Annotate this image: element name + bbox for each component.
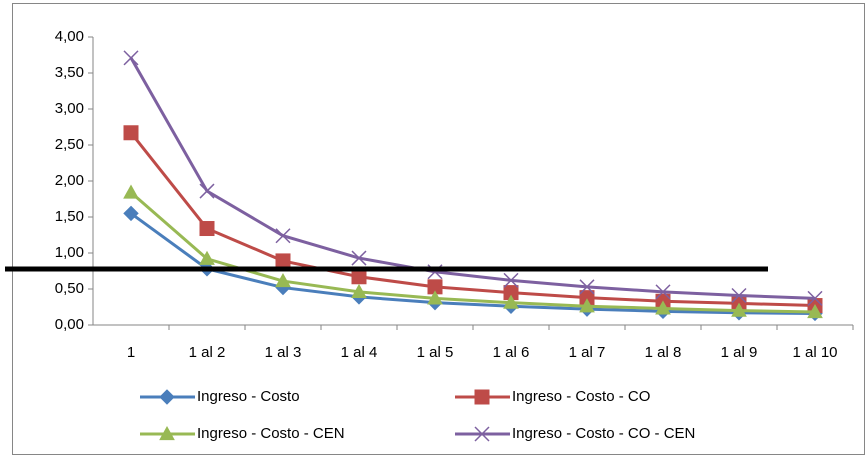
- chart-frame: [12, 3, 865, 455]
- marker: [474, 389, 490, 405]
- series-line: [130, 212, 816, 315]
- series-line: [129, 131, 816, 308]
- marker: [579, 279, 595, 295]
- x-tick-label: 1 al 6: [493, 344, 530, 361]
- marker: [123, 205, 139, 222]
- y-tick-label: 1,00: [55, 244, 84, 261]
- marker: [199, 250, 215, 265]
- x-tick-label: 1 al 3: [265, 344, 302, 361]
- marker: [123, 125, 139, 141]
- y-tick-label: 0,50: [55, 280, 84, 297]
- y-tick-label: 0,00: [55, 316, 84, 333]
- y-tick-label: 3,00: [55, 100, 84, 117]
- x-tick-label: 1 al 7: [569, 344, 606, 361]
- marker: [655, 284, 671, 300]
- marker: [123, 50, 139, 66]
- marker: [199, 183, 215, 199]
- marker: [275, 228, 291, 244]
- x-tick-label: 1 al 10: [792, 344, 837, 361]
- legend: Ingreso - Costo Ingreso - Costo - CO Ingre…: [140, 388, 695, 442]
- marker: [503, 294, 519, 309]
- marker: [655, 300, 671, 315]
- legend-label: Ingreso - Costo - CO - CEN: [512, 425, 695, 442]
- plot-area: 0,00 0,50 1,00 1,50 2,00 2,50 3,00 3,50 4,00 1 1 a…: [55, 28, 854, 361]
- legend-label: Ingreso - Costo: [197, 388, 300, 405]
- marker: [351, 283, 367, 298]
- marker: [275, 273, 291, 288]
- y-tick-label: 2,00: [55, 172, 84, 189]
- marker: [159, 425, 175, 441]
- marker: [807, 290, 823, 306]
- x-tick-label: 1 al 4: [341, 344, 378, 361]
- x-tick-label: 1 al 2: [189, 344, 226, 361]
- x-tick-label: 1: [127, 344, 135, 361]
- marker: [579, 298, 595, 313]
- series-line: [129, 57, 816, 300]
- marker: [474, 426, 490, 442]
- marker: [503, 272, 519, 288]
- marker: [351, 269, 367, 285]
- marker: [731, 302, 747, 317]
- marker: [275, 253, 291, 269]
- marker: [807, 304, 823, 319]
- marker: [123, 184, 139, 199]
- marker: [427, 290, 443, 305]
- legend-label: Ingreso - Costo - CEN: [197, 425, 345, 442]
- y-tick-label: 2,50: [55, 136, 84, 153]
- y-tick-label: 3,50: [55, 64, 84, 81]
- x-tick-label: 1 al 9: [721, 344, 758, 361]
- y-tick-label: 4,00: [55, 28, 84, 45]
- legend-label: Ingreso - Costo - CO: [512, 388, 650, 405]
- marker: [351, 250, 367, 266]
- x-tick-label: 1 al 8: [645, 344, 682, 361]
- x-tick-label: 1 al 5: [417, 344, 454, 361]
- marker: [159, 389, 175, 405]
- y-tick-label: 1,50: [55, 208, 84, 225]
- marker: [199, 221, 215, 237]
- marker: [731, 287, 747, 304]
